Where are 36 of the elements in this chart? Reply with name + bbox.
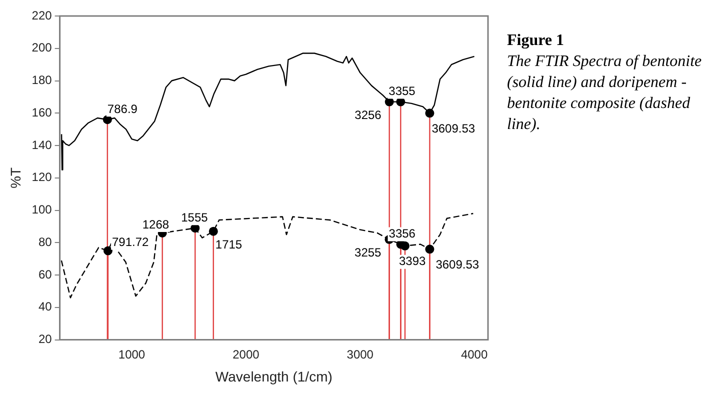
x-axis-title: Wavelength (1/cm) xyxy=(215,368,332,384)
annotation: 3609.53 xyxy=(432,121,476,136)
annotation: 1715 xyxy=(215,238,242,252)
annotation: 791.72 xyxy=(112,235,150,250)
y-tick-label: 40 xyxy=(38,300,52,314)
y-axis-title: %T xyxy=(7,166,24,188)
point xyxy=(102,115,112,124)
annotation: 786.9 xyxy=(107,102,138,116)
y-tick-label: 220 xyxy=(32,8,52,22)
annotation: 1268 xyxy=(142,217,170,232)
y-tick-label: 200 xyxy=(32,40,52,55)
point xyxy=(208,226,218,236)
y-tick-label: 160 xyxy=(32,105,52,120)
y-tick-label: 120 xyxy=(32,170,52,184)
annotation: 3609.53 xyxy=(436,257,480,272)
x-tick-label: 4000 xyxy=(460,347,488,362)
y-tick-label: 20 xyxy=(38,332,52,346)
x-tick-label: 1000 xyxy=(118,347,146,362)
annotation: 3255 xyxy=(354,246,382,260)
annotation: 3393 xyxy=(398,254,426,268)
text: The FTIR Spectra of bentonite (solid line) and doripenem - bentonite composite (dashed line). xyxy=(507,52,703,135)
y-tick-label: 80 xyxy=(38,234,52,249)
y-tick-label: 180 xyxy=(32,73,52,88)
annotation: 3256 xyxy=(354,108,382,122)
y-tick-label: 60 xyxy=(38,267,52,282)
x-tick-label: 3000 xyxy=(346,347,374,362)
y-tick-label: 100 xyxy=(32,202,52,217)
annotation: 1555 xyxy=(181,210,208,224)
point xyxy=(103,246,112,256)
y-tick-label: 140 xyxy=(32,138,52,152)
annotation: 3356 xyxy=(388,226,416,241)
annotation: 3355 xyxy=(388,84,416,98)
point xyxy=(425,244,434,254)
point xyxy=(425,108,434,118)
x-tick-label: 2000 xyxy=(232,347,260,362)
text: Figure 1 xyxy=(507,31,566,51)
